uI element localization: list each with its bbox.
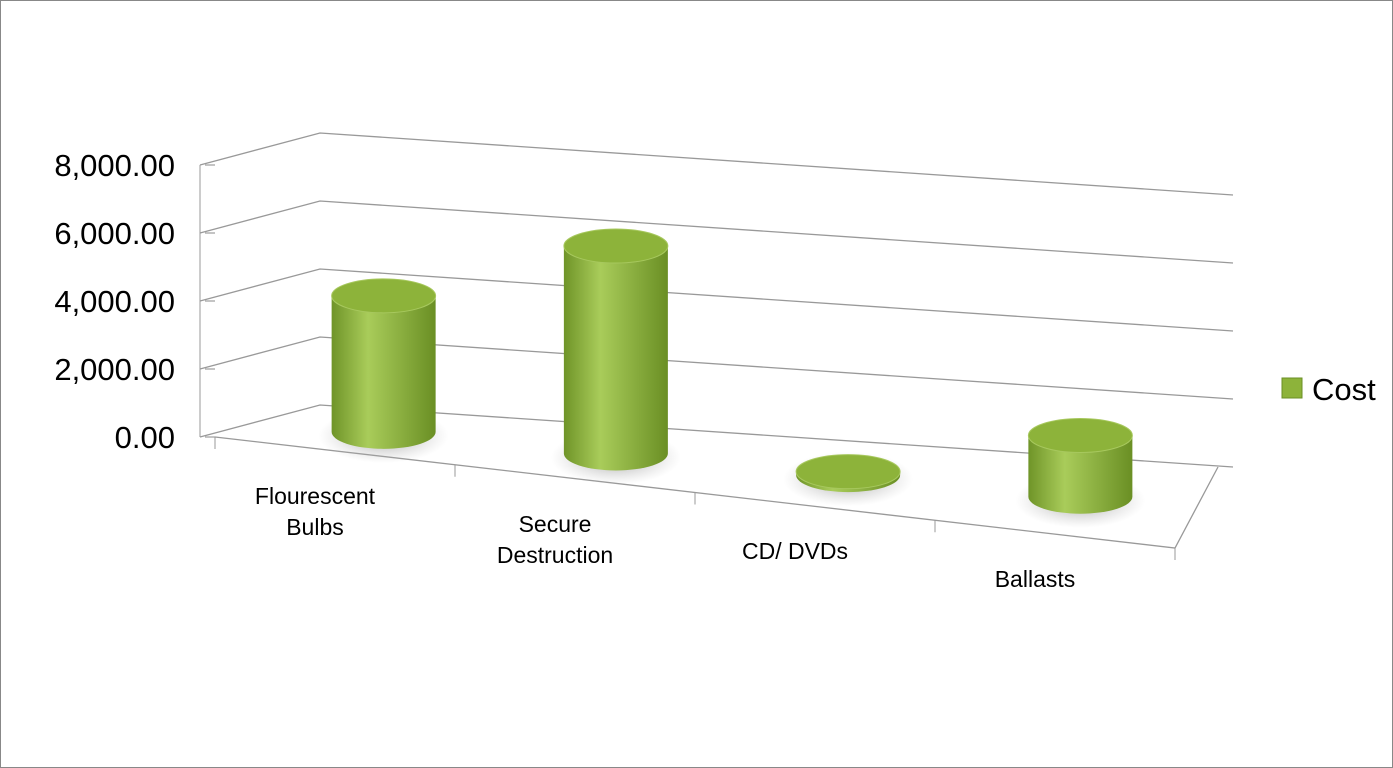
bar [1027,417,1133,514]
bar-top [795,454,901,490]
x-tick-label: CD/ DVDs [741,538,849,565]
grid-line [199,200,1234,264]
bar [331,278,437,449]
y-tick-label: 0.00 [115,420,175,455]
y-tick-label: 6,000.00 [54,216,175,251]
bar-body [331,295,436,449]
bar [795,454,901,493]
bar-body [1028,435,1133,514]
legend-label: Cost [1312,372,1376,407]
grid-line [199,404,1234,468]
grid-line [199,132,1234,196]
x-tick-label: Ballasts [994,566,1076,593]
bar-top [331,278,437,314]
y-tick-label: 4,000.00 [54,284,175,319]
bar-top [1027,417,1133,453]
bar [563,228,669,471]
y-tick-label: 8,000.00 [54,148,175,183]
bar-body [563,246,668,471]
grid-line [199,268,1234,332]
x-tick-label: Flourescent Bulbs [254,482,376,540]
x-tick-label: Secure Destruction [496,510,614,568]
legend-swatch [1281,377,1303,399]
y-tick-label: 2,000.00 [54,352,175,387]
grid-line [199,336,1234,400]
bar-top [563,228,669,264]
